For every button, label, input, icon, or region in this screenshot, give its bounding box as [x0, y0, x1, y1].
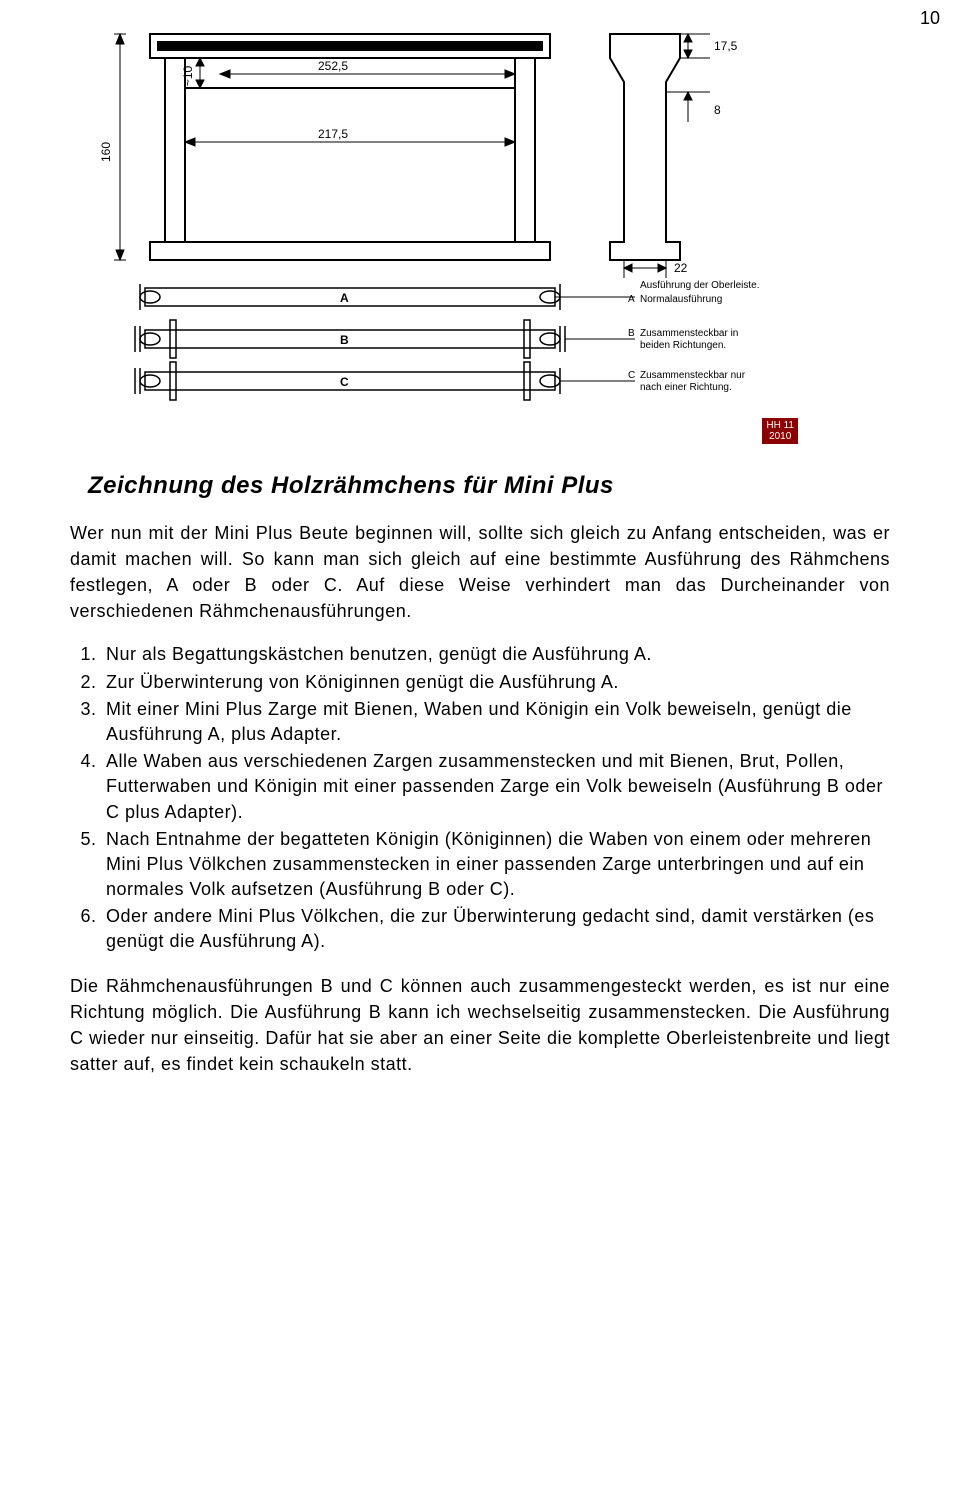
- list-item: Mit einer Mini Plus Zarge mit Bienen, Wa…: [102, 697, 890, 747]
- legend-a-prefix: A: [628, 294, 635, 305]
- technical-diagram: 160 ~10 252,5 217,5: [70, 22, 890, 442]
- legend-a: Normalausführung: [640, 294, 722, 305]
- list-item: Alle Waben aus verschiedenen Zargen zusa…: [102, 749, 890, 825]
- dim-ear-gap: 8: [714, 103, 721, 117]
- badge-line2: 2010: [766, 431, 794, 442]
- section-heading: Zeichnung des Holzrähmchens für Mini Plu…: [88, 472, 890, 500]
- dim-inner-width: 217,5: [318, 127, 348, 141]
- variant-a-label: A: [340, 291, 349, 305]
- diagram-badge: HH 11 2010: [762, 418, 798, 444]
- variant-b-label: B: [340, 333, 349, 347]
- badge-line1: HH 11: [766, 420, 794, 431]
- legend-c-prefix: C: [628, 370, 635, 381]
- numbered-list: Nur als Begattungskästchen benutzen, gen…: [70, 642, 890, 954]
- variant-c-label: C: [340, 375, 349, 389]
- legend-b1: Zusammensteckbar in: [640, 328, 738, 339]
- list-item: Oder andere Mini Plus Völkchen, die zur …: [102, 904, 890, 954]
- dim-ear-height: 17,5: [714, 39, 738, 53]
- list-item: Zur Überwinterung von Königinnen genügt …: [102, 670, 890, 695]
- dim-bottom-width: 22: [674, 261, 688, 275]
- dim-top-width: 252,5: [318, 59, 348, 73]
- list-item: Nach Entnahme der begatteten Königin (Kö…: [102, 827, 890, 903]
- legend-c2: nach einer Richtung.: [640, 382, 732, 393]
- legend-b-prefix: B: [628, 328, 635, 339]
- list-item: Nur als Begattungskästchen benutzen, gen…: [102, 642, 890, 667]
- page-number: 10: [920, 8, 940, 29]
- intro-paragraph: Wer nun mit der Mini Plus Beute beginnen…: [70, 520, 890, 624]
- dim-top-inset: ~10: [181, 65, 195, 86]
- legend-c1: Zusammensteckbar nur: [640, 370, 746, 381]
- dim-height: 160: [99, 142, 113, 162]
- legend-b2: beiden Richtungen.: [640, 340, 726, 351]
- closing-paragraph: Die Rähmchenausführungen B und C können …: [70, 973, 890, 1077]
- legend-title: Ausführung der Oberleiste.: [640, 280, 760, 291]
